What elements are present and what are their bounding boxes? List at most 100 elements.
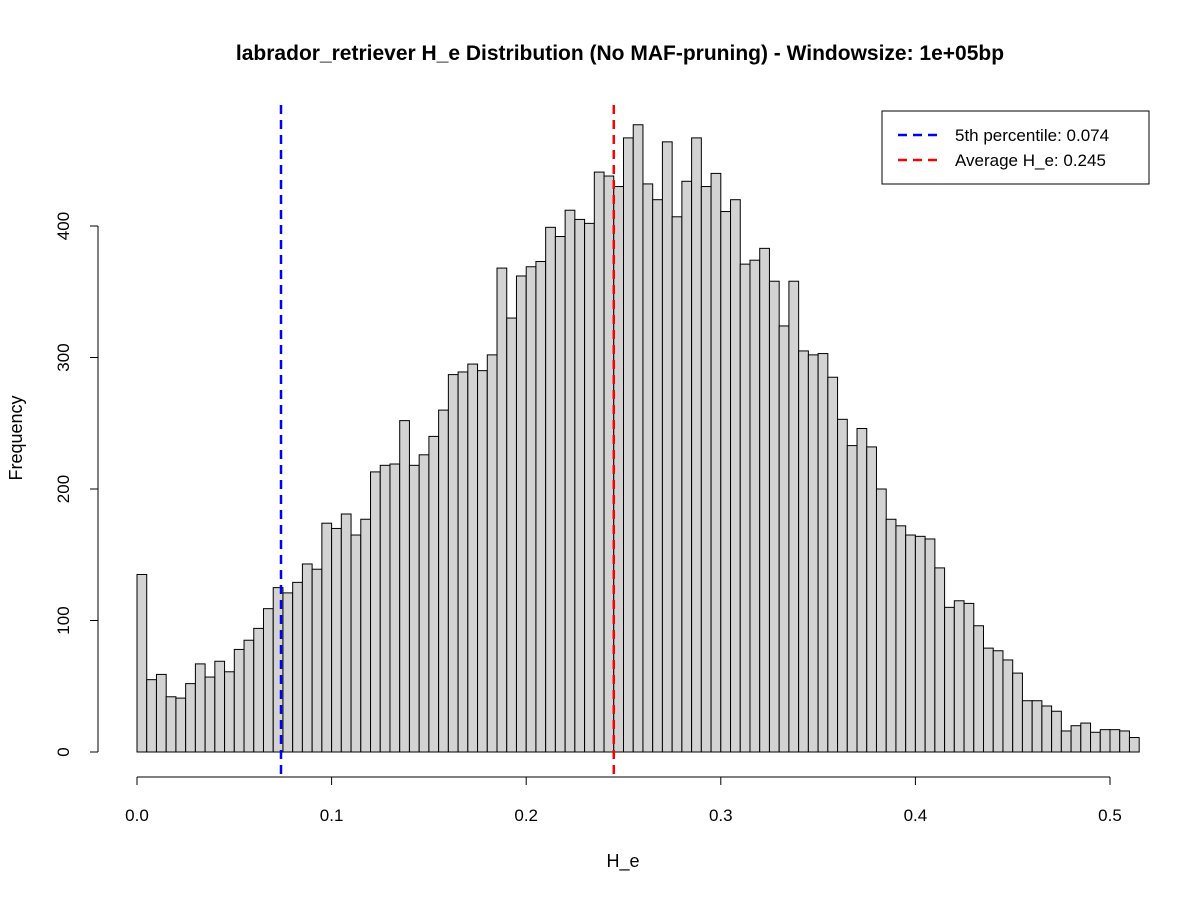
legend-label-average-h-e: Average H_e: 0.245 xyxy=(955,151,1106,170)
histogram-bar xyxy=(837,418,848,753)
histogram-bar xyxy=(545,226,556,753)
histogram-bar xyxy=(875,488,887,753)
histogram-bar xyxy=(486,354,498,753)
histogram-bar xyxy=(1099,729,1111,753)
histogram-bar xyxy=(953,600,965,753)
histogram-bar xyxy=(146,679,157,753)
histogram-bar xyxy=(983,647,994,753)
histogram-bar xyxy=(944,606,955,753)
x-tick-label: 0.2 xyxy=(514,806,538,825)
histogram-bar xyxy=(1090,731,1101,753)
histogram-bar xyxy=(856,428,868,753)
histogram-bar xyxy=(924,538,936,753)
histogram-bar xyxy=(584,222,595,753)
histogram-bar xyxy=(1021,700,1033,753)
histogram-bar xyxy=(574,218,586,753)
histogram-bar xyxy=(204,676,216,753)
histogram-bar xyxy=(194,663,206,753)
histogram-bar xyxy=(214,660,226,753)
histogram-bar xyxy=(593,171,605,753)
x-tick-label: 0.3 xyxy=(709,806,733,825)
histogram-bar xyxy=(730,199,741,753)
histogram-bar xyxy=(165,696,177,753)
histogram-bar xyxy=(535,261,547,753)
histogram-bar xyxy=(710,172,722,753)
legend: 5th percentile: 0.074 Average H_e: 0.245 xyxy=(881,110,1150,185)
histogram-bar xyxy=(992,650,1004,753)
histogram-bar xyxy=(788,280,800,753)
x-axis: 0.0 0.1 0.2 0.3 0.4 0.5 xyxy=(125,776,1122,825)
chart-title: labrador_retriever H_e Distribution (No … xyxy=(236,42,1004,65)
histogram-bar xyxy=(370,471,381,753)
x-tick-label: 0.5 xyxy=(1098,806,1122,825)
histogram-bar xyxy=(515,275,527,753)
histogram-bar xyxy=(817,353,829,753)
histogram-bar xyxy=(292,581,303,753)
histogram-bar xyxy=(282,592,294,753)
histogram-bar xyxy=(253,627,264,753)
histogram-bar xyxy=(467,363,479,753)
y-tick-label: 100 xyxy=(54,606,73,634)
histogram-bar xyxy=(340,513,352,753)
histogram-bar xyxy=(1051,710,1062,753)
y-tick-label: 200 xyxy=(54,475,73,503)
histogram-bar xyxy=(1041,705,1053,753)
histogram-bar xyxy=(866,446,877,753)
histogram-bar xyxy=(700,186,712,753)
histogram-bar xyxy=(661,141,673,753)
histogram-bar xyxy=(331,527,342,753)
histogram-bar xyxy=(185,683,196,753)
histogram-bar xyxy=(311,568,323,753)
histogram-bar xyxy=(1012,672,1023,753)
histogram-bar xyxy=(496,267,508,753)
legend-box xyxy=(881,110,1150,185)
histogram-bar xyxy=(642,183,654,753)
histogram-bar xyxy=(1060,730,1072,753)
histogram-bar xyxy=(1128,737,1140,753)
histogram-bar xyxy=(408,464,420,753)
x-tick-label: 0.1 xyxy=(320,806,344,825)
y-tick-label: 0 xyxy=(54,747,73,756)
histogram-bar xyxy=(224,671,235,753)
histogram-bar xyxy=(905,534,916,753)
histogram-bar xyxy=(155,673,167,753)
y-tick-label: 300 xyxy=(54,343,73,371)
histogram-bar xyxy=(1070,725,1082,753)
histogram-bar xyxy=(846,445,858,753)
histogram-bar xyxy=(1002,659,1014,753)
histogram-bar xyxy=(389,463,401,753)
histogram-bar xyxy=(963,602,975,753)
histogram-bar xyxy=(418,454,430,753)
histogram-bars xyxy=(136,124,1140,753)
histogram-bar xyxy=(934,567,946,753)
histogram-bar xyxy=(301,563,313,753)
histogram-bar xyxy=(262,608,274,753)
histogram-bar xyxy=(506,317,517,753)
histogram-bar xyxy=(768,280,780,753)
histogram-bar xyxy=(457,371,469,753)
histogram-bar xyxy=(360,518,372,753)
histogram-bar xyxy=(807,354,819,753)
histogram-bar xyxy=(447,374,459,753)
histogram-bar xyxy=(525,266,537,753)
histogram-bar xyxy=(233,648,245,753)
legend-label-5th-percentile: 5th percentile: 0.074 xyxy=(955,126,1109,145)
histogram-bar xyxy=(554,236,566,753)
histogram-bar xyxy=(243,639,255,753)
histogram-bar xyxy=(759,247,770,753)
y-axis: 0 100 200 300 400 xyxy=(54,212,99,757)
histogram-bar xyxy=(1109,729,1121,753)
histogram-bar xyxy=(603,175,615,753)
histogram-bar xyxy=(1119,730,1130,753)
histogram-bar xyxy=(778,325,790,753)
histogram-bar xyxy=(564,209,576,753)
histogram-bar xyxy=(623,137,634,753)
histogram-bar xyxy=(749,259,761,753)
histogram-bar xyxy=(681,180,693,753)
histogram-bar xyxy=(379,464,391,753)
histogram-bar xyxy=(671,216,683,753)
histogram-bar xyxy=(652,199,663,753)
histogram-bar xyxy=(798,350,809,753)
histogram-bar xyxy=(350,534,362,753)
